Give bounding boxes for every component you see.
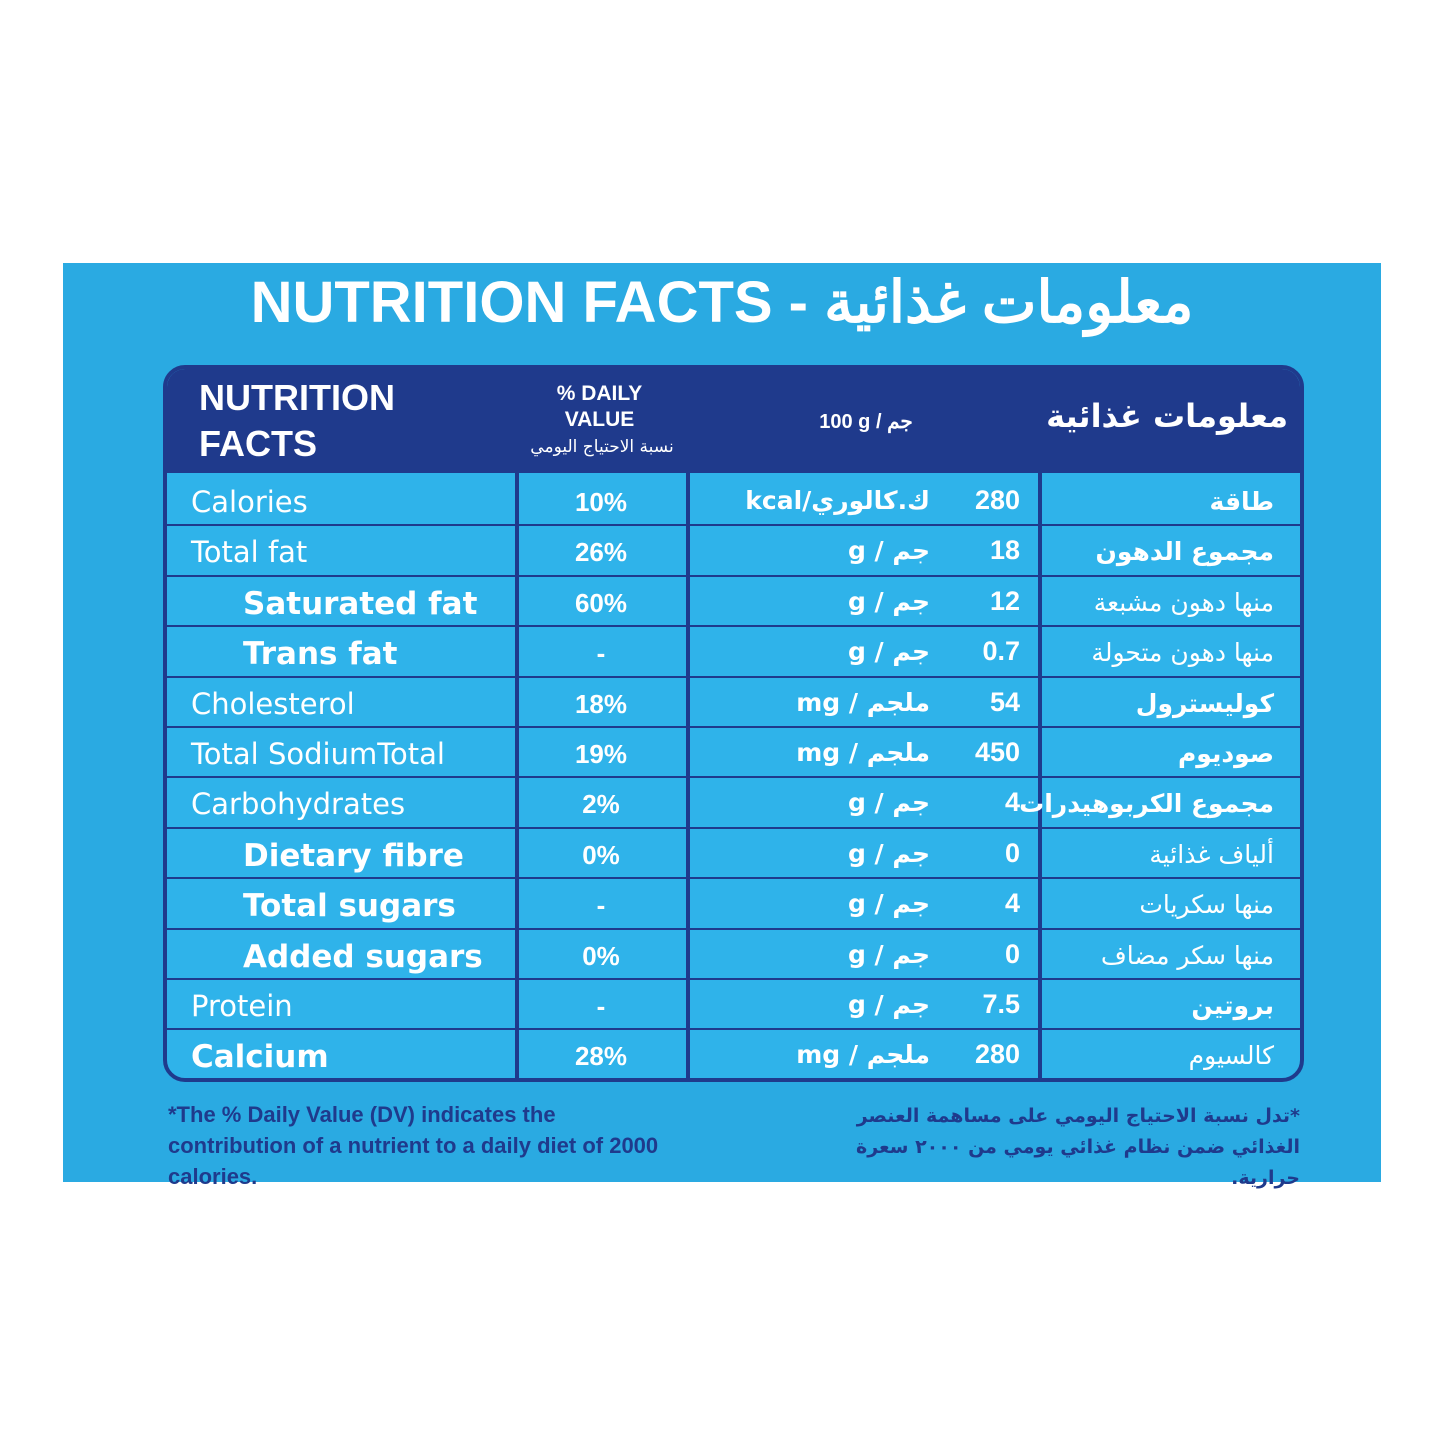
amount: 4 (1004, 888, 1020, 919)
amount: 280 (974, 1039, 1020, 1070)
nutrient-name: Total SodiumTotal (191, 737, 445, 771)
amount: 0 (1004, 938, 1020, 969)
daily-value: 26% (574, 537, 628, 568)
daily-value: 2% (582, 789, 620, 820)
footnote-en: *The % Daily Value (DV) indicates the co… (168, 1102, 659, 1189)
row-divider (167, 726, 1300, 728)
amount: 450 (974, 737, 1020, 767)
row-divider (167, 574, 1300, 577)
table-header: NUTRITION FACTS % DAILY VALUE نسبة الاحت… (167, 369, 1300, 473)
unit: mg / ملجم (796, 687, 930, 717)
daily-value: 19% (574, 739, 628, 769)
header-dv: % DAILY VALUE (556, 382, 643, 431)
nutrient-name-ar: مجموع الكربوهيدرات (1019, 789, 1274, 819)
nutrient-name: Carbohydrates (191, 787, 406, 822)
nutrient-name-ar: منها سكريات (1139, 890, 1274, 920)
nutrient-name: Calories (191, 485, 308, 519)
daily-value: - (596, 890, 606, 921)
nutrient-name-ar: منها دهون مشبعة (1093, 587, 1274, 617)
unit: g / جم (847, 889, 930, 919)
amount: 0.7 (982, 636, 1020, 667)
nutrient-name-ar: منها دهون متحولة (1091, 638, 1274, 668)
nutrient-name: Total sugars (243, 888, 456, 925)
amount: 12 (989, 585, 1020, 616)
row-divider (167, 927, 1300, 930)
daily-value: 0% (582, 940, 620, 971)
nutrient-name: Saturated fat (243, 585, 478, 622)
header-name-ar: معلومات غذائية (1046, 397, 1288, 435)
row-divider (167, 1028, 1300, 1031)
nutrient-name-ar: ألياف غذائية (1149, 839, 1274, 869)
nutrient-name: Cholesterol (191, 686, 355, 721)
row-divider (167, 776, 1300, 779)
daily-value: - (596, 638, 606, 669)
nutrient-name: Protein (191, 989, 293, 1023)
amount: 54 (989, 686, 1020, 717)
amount: 18 (989, 535, 1020, 566)
header-name: NUTRITION FACTS (199, 377, 395, 464)
nutrient-name: Calcium (191, 1039, 329, 1076)
amount: 7.5 (982, 989, 1020, 1019)
unit: mg / ملجم (796, 738, 930, 767)
row-divider (167, 675, 1300, 678)
unit: mg / ملجم (796, 1040, 930, 1070)
unit: kcal/ك.كالوري (745, 486, 930, 515)
row-divider (167, 978, 1300, 980)
row-divider (167, 625, 1300, 628)
nutrient-name-ar: كالسيوم (1188, 1041, 1274, 1071)
column-divider (686, 369, 690, 1078)
daily-value: - (596, 991, 606, 1021)
nutrient-name-ar: كوليسترول (1135, 688, 1274, 718)
unit: g / جم (847, 990, 930, 1019)
row-divider (167, 524, 1300, 527)
nutrient-name-ar: طاقة (1209, 487, 1274, 516)
daily-value: 18% (574, 688, 628, 719)
header-per: 100 g / جم (819, 411, 913, 433)
daily-value: 0% (582, 839, 620, 870)
unit: g / جم (847, 536, 930, 566)
nutrient-name-ar: مجموع الدهون (1095, 537, 1274, 567)
column-divider (515, 369, 519, 1078)
footnote-ar: *تدل نسبة الاحتياج اليومي على مساهمة الع… (856, 1105, 1300, 1189)
nutrient-name: Added sugars (243, 938, 483, 975)
unit: g / جم (847, 939, 930, 969)
row-divider (167, 826, 1300, 829)
unit: g / جم (847, 838, 930, 868)
unit: g / جم (847, 788, 930, 818)
amount: 4 (1004, 787, 1020, 818)
nutrient-name-ar: صوديوم (1177, 739, 1274, 768)
daily-value: 28% (574, 1041, 628, 1072)
daily-value: 10% (574, 487, 628, 517)
nutrient-name: Dietary fibre (243, 837, 464, 874)
nutrient-name: Total fat (191, 535, 308, 570)
header-dv-ar: نسبة الاحتياج اليومي (530, 437, 674, 457)
table: NUTRITION FACTS % DAILY VALUE نسبة الاحت… (163, 365, 1304, 1082)
column-divider (1038, 369, 1042, 1078)
unit: g / جم (847, 586, 930, 616)
row-divider (167, 877, 1300, 880)
title: NUTRITION FACTS - معلومات غذائية (250, 270, 1194, 335)
daily-value: 60% (574, 587, 628, 618)
nutrient-name: Trans fat (243, 636, 398, 673)
unit: g / جم (847, 637, 930, 667)
amount: 0 (1004, 837, 1020, 868)
amount: 280 (974, 485, 1020, 515)
nutrient-name-ar: منها سكر مضاف (1100, 940, 1274, 970)
nutrient-name-ar: بروتين (1191, 991, 1274, 1020)
